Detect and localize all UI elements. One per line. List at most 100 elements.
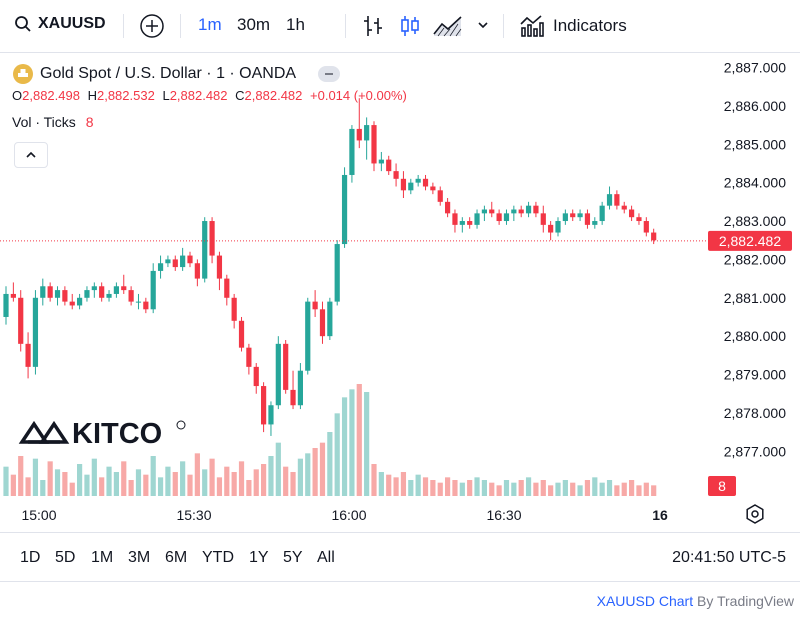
candle bbox=[606, 186, 613, 210]
axis-settings-button[interactable] bbox=[746, 504, 764, 524]
range-1y[interactable]: 1Y bbox=[249, 549, 269, 566]
candle bbox=[327, 297, 333, 340]
candle bbox=[636, 213, 642, 225]
range-ytd[interactable]: YTD bbox=[202, 549, 234, 566]
volume-bar bbox=[180, 461, 186, 496]
price-tick-label: 2,887.000 bbox=[724, 60, 786, 76]
volume-value: 8 bbox=[85, 114, 94, 130]
volume-bar bbox=[518, 480, 524, 496]
price-tick-label: 2,881.000 bbox=[724, 290, 786, 306]
last-price-label: 2,882.482 bbox=[719, 233, 781, 249]
tradingview-link[interactable]: By TradingView bbox=[696, 593, 794, 609]
interval-30m[interactable]: 30m bbox=[237, 15, 271, 34]
volume-bar bbox=[268, 456, 274, 496]
symbol-search-button[interactable]: XAUUSD bbox=[14, 15, 106, 33]
candle bbox=[194, 259, 200, 287]
chevron-down-icon bbox=[478, 22, 488, 29]
area-chart-type-button[interactable] bbox=[432, 14, 464, 38]
symbol-chart-link[interactable]: XAUUSD Chart bbox=[596, 593, 694, 609]
chevron-up-icon bbox=[26, 151, 36, 158]
volume-legend: Vol · Ticks 8 bbox=[12, 114, 407, 130]
volume-bar bbox=[393, 477, 399, 496]
range-1m[interactable]: 1M bbox=[91, 549, 114, 566]
price-axis[interactable]: 2,887.000 2,886.000 2,885.000 2,884.000 2,88… bbox=[724, 60, 786, 460]
collapse-legend-button[interactable] bbox=[14, 142, 48, 168]
last-price-tag: 2,882.482 bbox=[708, 230, 792, 251]
candle bbox=[216, 251, 223, 291]
compare-add-button[interactable] bbox=[139, 13, 165, 39]
volume-bar bbox=[91, 458, 97, 496]
range-6m[interactable]: 6M bbox=[165, 549, 188, 566]
time-tick-label: 16:30 bbox=[486, 507, 521, 523]
chart-type-dropdown[interactable] bbox=[476, 18, 490, 32]
volume-bar bbox=[422, 477, 429, 496]
candle bbox=[84, 286, 90, 302]
interval-1m[interactable]: 1m bbox=[198, 15, 222, 34]
last-volume-label: 8 bbox=[718, 478, 726, 494]
price-chart[interactable]: 2,887.000 2,886.000 2,885.000 2,884.000 2,88… bbox=[0, 52, 800, 532]
legend-dot-button[interactable] bbox=[318, 66, 341, 82]
candle bbox=[525, 201, 532, 218]
volume-bar bbox=[621, 482, 627, 496]
candle bbox=[275, 336, 281, 410]
candle bbox=[246, 343, 252, 375]
time-axis[interactable]: 15:00 15:30 16:00 16:30 16 bbox=[21, 507, 668, 523]
volume-bar bbox=[305, 453, 311, 496]
change-value: +0.014 (+0.00%) bbox=[310, 88, 407, 103]
indicators-icon bbox=[520, 15, 544, 37]
candle bbox=[157, 255, 164, 279]
area-chart-icon bbox=[433, 16, 462, 37]
candle bbox=[422, 174, 429, 191]
price-tick-label: 2,879.000 bbox=[724, 367, 786, 383]
bar-chart-type-button[interactable] bbox=[362, 14, 384, 38]
volume-bar bbox=[319, 442, 326, 496]
close-value: 2,882.482 bbox=[244, 88, 303, 103]
candle bbox=[533, 201, 539, 218]
volume-bar bbox=[32, 458, 39, 496]
candle bbox=[62, 286, 68, 306]
candle bbox=[297, 363, 303, 410]
volume-bar bbox=[386, 474, 392, 496]
volume-label: Vol · Ticks bbox=[12, 114, 76, 130]
price-tick-label: 2,877.000 bbox=[724, 443, 786, 459]
candle bbox=[393, 163, 399, 187]
candle bbox=[467, 217, 473, 229]
watermark-text: KITCO bbox=[72, 418, 162, 450]
candle bbox=[261, 382, 267, 433]
volume-bar bbox=[452, 480, 458, 496]
candle bbox=[570, 209, 576, 222]
chart-legend: Gold Spot / U.S. Dollar · 1 · OANDA O2,8… bbox=[12, 62, 407, 130]
clock[interactable]: 20:41:50 UTC-5 bbox=[672, 549, 786, 566]
top-toolbar: XAUUSD 1m 30m 1h Indicators bbox=[0, 0, 800, 53]
indicators-label: Indicators bbox=[553, 16, 627, 35]
interval-1h[interactable]: 1h bbox=[286, 15, 305, 34]
volume-bar bbox=[290, 472, 296, 496]
range-3m[interactable]: 3M bbox=[128, 549, 151, 566]
volume-bar bbox=[312, 448, 318, 496]
candle bbox=[614, 190, 620, 210]
low-label: L bbox=[162, 88, 170, 103]
kitco-logo-icon bbox=[18, 420, 70, 444]
search-icon bbox=[15, 16, 31, 32]
open-label: O bbox=[12, 88, 23, 103]
range-5y[interactable]: 5Y bbox=[283, 549, 303, 566]
range-1d[interactable]: 1D bbox=[20, 549, 41, 566]
indicators-button[interactable]: Indicators bbox=[519, 14, 627, 38]
volume-bar bbox=[503, 480, 510, 496]
range-all[interactable]: All bbox=[317, 549, 335, 566]
volume-bar bbox=[614, 485, 620, 496]
volume-bar bbox=[341, 397, 348, 496]
price-tick-label: 2,880.000 bbox=[724, 328, 786, 344]
volume-bar bbox=[202, 469, 208, 496]
candle bbox=[128, 286, 134, 306]
candle bbox=[400, 171, 407, 198]
candle bbox=[621, 201, 627, 214]
candle bbox=[511, 205, 517, 222]
range-5d[interactable]: 5D bbox=[55, 549, 76, 566]
price-tick-label: 2,884.000 bbox=[724, 175, 786, 191]
volume-bar bbox=[69, 482, 75, 496]
candle bbox=[99, 282, 105, 302]
candle-chart-type-button[interactable] bbox=[399, 14, 421, 38]
volume-bar bbox=[643, 482, 649, 496]
candle bbox=[25, 332, 31, 379]
